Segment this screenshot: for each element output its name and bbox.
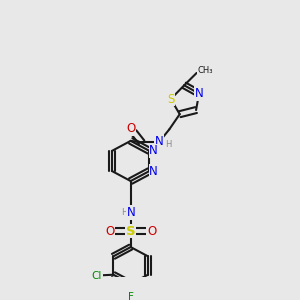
Text: F: F (128, 292, 134, 300)
Text: N: N (195, 87, 203, 100)
Text: O: O (126, 122, 135, 135)
Text: N: N (149, 144, 158, 158)
Text: Cl: Cl (92, 272, 102, 281)
Text: O: O (147, 225, 156, 238)
Text: H: H (165, 140, 171, 149)
Text: N: N (127, 206, 136, 219)
Text: H: H (121, 208, 127, 217)
Text: S: S (126, 225, 136, 238)
Text: N: N (149, 164, 158, 178)
Text: CH₃: CH₃ (197, 66, 213, 75)
Text: S: S (167, 93, 175, 106)
Text: O: O (105, 225, 114, 238)
Text: N: N (154, 135, 163, 148)
